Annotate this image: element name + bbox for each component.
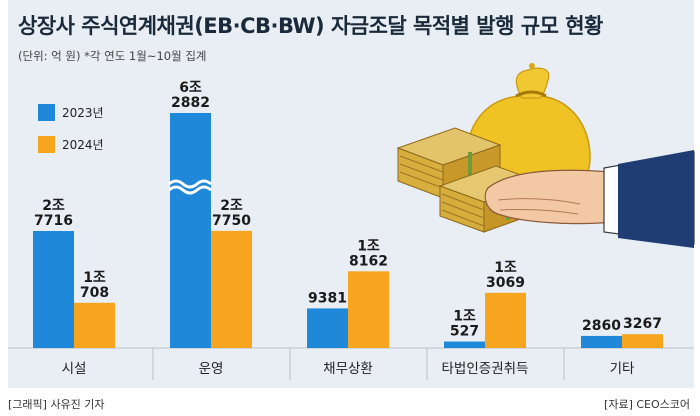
value-label: 2860	[582, 318, 621, 334]
category-label: 타법인증권취득	[442, 361, 529, 377]
bar-1-3	[485, 292, 526, 348]
legend-swatch-2024	[38, 135, 55, 153]
credit-source: [자료] CEO스코어	[604, 398, 690, 411]
credit-graphic: [그래픽] 사유진 기자	[8, 398, 105, 411]
bar-1-1	[211, 230, 252, 348]
value-label: 2조	[220, 198, 243, 214]
value-label: 7716	[34, 213, 73, 229]
value-label: 2조	[42, 198, 65, 214]
legend-item-2024: 2024년	[38, 133, 104, 155]
bar-0-2	[307, 308, 348, 348]
bars-layer	[8, 113, 694, 380]
bar-1-2	[348, 271, 389, 348]
value-label: 3267	[623, 316, 662, 332]
category-label: 운영	[199, 361, 224, 377]
value-label: 9381	[308, 290, 347, 306]
chart-title: 상장사 주식연계채권(EB·CB·BW) 자금조달 목적별 발행 규모 현황	[18, 14, 603, 38]
hand-icon	[484, 150, 695, 248]
legend-label-2024: 2024년	[62, 137, 104, 152]
bar-0-4	[581, 335, 622, 348]
category-label: 시설	[62, 361, 87, 377]
bar-0-3	[444, 341, 485, 348]
value-label: 1조	[357, 238, 380, 254]
value-label: 6조	[179, 80, 202, 96]
value-label: 8162	[349, 253, 388, 269]
legend-item-2023: 2023년	[38, 101, 104, 123]
bar-1-4	[622, 334, 663, 348]
legend-swatch-2023	[38, 103, 55, 121]
bar-0-0	[33, 231, 74, 348]
axis-break-mark	[168, 185, 212, 195]
category-label: 기타	[610, 361, 635, 377]
legend: 2023년 2024년	[38, 101, 104, 165]
value-labels: 2조77161조7086조28822조775093811조81621조5271조…	[34, 80, 662, 340]
value-label: 2882	[171, 95, 210, 111]
value-label: 527	[450, 324, 479, 340]
bar-1-0	[74, 302, 115, 348]
category-label: 채무상환	[323, 361, 373, 377]
chart-subtitle: (단위: 억 원) *각 연도 1월~10월 집계	[18, 49, 207, 63]
category-labels: 시설 운영 채무상환 타법인증권취득 기타	[62, 361, 635, 377]
bar-0-1	[170, 113, 211, 348]
value-label: 708	[80, 285, 109, 301]
legend-label-2023: 2023년	[62, 105, 104, 120]
value-label: 1조	[494, 260, 517, 276]
value-label: 7750	[212, 213, 251, 229]
value-label: 3069	[486, 275, 525, 291]
value-label: 1조	[453, 309, 476, 325]
axis-break-mark	[168, 179, 212, 189]
value-label: 1조	[83, 270, 106, 286]
